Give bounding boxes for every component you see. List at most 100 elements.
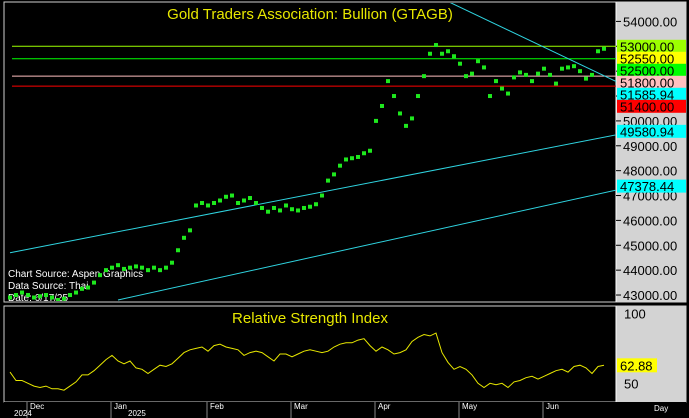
price-point (416, 94, 420, 99)
price-point (218, 198, 222, 203)
price-point (296, 208, 300, 213)
price-point (128, 265, 132, 270)
chart-source-text: Chart Source: Aspen Graphics (8, 269, 143, 280)
price-level-label-box (617, 124, 686, 138)
price-level-label: 49580.94 (620, 124, 674, 139)
price-point (284, 203, 288, 208)
price-point (350, 156, 354, 161)
price-point (302, 205, 306, 210)
month-label: Apr (378, 402, 391, 411)
price-point (272, 205, 276, 210)
month-label: Jan (114, 402, 127, 411)
price-point (356, 154, 360, 159)
price-point (152, 265, 156, 270)
price-point (32, 295, 36, 300)
price-point (566, 65, 570, 70)
time-axis (4, 402, 686, 418)
price-point (206, 203, 210, 208)
price-level-label-box (617, 51, 686, 65)
price-level-label: 51400.00 (620, 99, 674, 114)
price-point (602, 46, 606, 51)
price-point (332, 172, 336, 177)
price-point (236, 200, 240, 205)
price-level-label: 47378.44 (620, 179, 674, 194)
price-point (482, 65, 486, 70)
price-point (320, 193, 324, 198)
price-level-label: 53000.00 (620, 39, 674, 54)
rsi-line (9, 332, 605, 391)
price-point (134, 264, 138, 269)
price-point (476, 59, 480, 64)
price-point (494, 79, 498, 84)
price-point (314, 202, 318, 207)
rsi-last-value-label: 62.88 (620, 358, 653, 373)
price-point (182, 235, 186, 240)
price-point (398, 111, 402, 116)
day-interval-label: Day (654, 404, 668, 413)
price-point (170, 260, 174, 265)
price-point (506, 91, 510, 96)
trendline (449, 3, 616, 82)
price-tick-label: 45000.00 (623, 238, 677, 253)
price-point (512, 75, 516, 80)
price-point (38, 294, 42, 299)
price-point (56, 298, 60, 301)
trendline (117, 189, 616, 301)
price-point (434, 43, 438, 48)
price-point (26, 293, 30, 298)
price-tick-label: 49000.00 (623, 139, 677, 154)
rsi-tick-label: 50 (624, 376, 638, 391)
price-point (386, 79, 390, 84)
price-point (176, 248, 180, 253)
price-point (278, 208, 282, 213)
price-level-label-box (617, 63, 686, 77)
rsi-chart-title: Relative Strength Index (232, 310, 388, 327)
price-point (68, 293, 72, 298)
price-point (98, 273, 102, 278)
rsi-last-value-box (617, 358, 657, 373)
month-label: Feb (210, 402, 224, 411)
month-label: May (462, 402, 477, 411)
price-plot-area (8, 3, 616, 301)
price-point (572, 64, 576, 69)
price-point (164, 265, 168, 270)
price-tick-label: 44000.00 (623, 263, 677, 278)
price-point (248, 196, 252, 201)
price-level-label-box (617, 179, 686, 193)
price-point (80, 286, 84, 291)
rsi-plot-area (9, 332, 605, 391)
price-point (410, 116, 414, 121)
price-point (230, 193, 234, 198)
price-point (254, 200, 258, 205)
price-point (440, 51, 444, 56)
price-point (452, 54, 456, 59)
price-point (422, 74, 426, 79)
price-point (44, 293, 48, 298)
price-point (110, 265, 114, 270)
price-point (8, 295, 12, 300)
price-point (62, 296, 66, 301)
price-point (530, 79, 534, 84)
price-level-label-box (617, 39, 686, 53)
price-level-label: 51800.00 (620, 75, 674, 90)
price-point (578, 69, 582, 74)
price-tick-label: 43000.00 (623, 288, 677, 303)
price-point (470, 71, 474, 76)
price-point (458, 61, 462, 66)
price-point (266, 209, 270, 214)
price-chart-title: Gold Traders Association: Bullion (GTAGB… (167, 6, 453, 23)
price-point (20, 290, 24, 295)
year-label: 2024 (14, 409, 32, 418)
price-point (590, 72, 594, 77)
price-point (194, 203, 198, 208)
price-point (536, 71, 540, 76)
price-point (428, 51, 432, 56)
price-point (50, 295, 54, 300)
price-point (212, 200, 216, 205)
year-label: 2025 (128, 409, 146, 418)
month-label: Mar (294, 402, 308, 411)
price-point (488, 94, 492, 99)
price-point (446, 49, 450, 54)
price-point (86, 285, 90, 290)
